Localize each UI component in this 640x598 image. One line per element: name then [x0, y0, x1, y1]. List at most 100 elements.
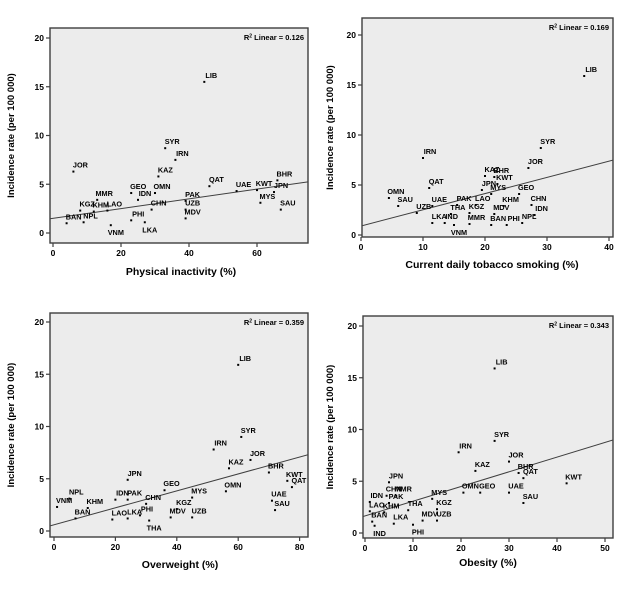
data-point: [203, 80, 206, 83]
point-label: UZB: [437, 510, 452, 519]
x-tick-label: 30: [504, 543, 514, 553]
data-point: [383, 511, 386, 514]
r2-annotation: R2 Linear = 0.126: [244, 33, 304, 42]
data-point: [368, 510, 371, 513]
data-point: [385, 494, 388, 497]
data-point: [259, 201, 262, 204]
data-point: [184, 208, 187, 211]
x-axis-title: Overweight (%): [142, 559, 218, 571]
data-point: [493, 367, 496, 370]
y-tick-label: 0: [39, 228, 44, 238]
point-label: BAN: [75, 507, 91, 516]
data-point: [74, 517, 77, 520]
data-point: [72, 170, 75, 173]
data-point: [106, 209, 109, 212]
y-axis-title: Incidence rate (per 100 000): [325, 65, 336, 190]
point-label: QAT: [429, 177, 444, 186]
data-point: [148, 519, 151, 522]
point-label: LKA: [127, 507, 143, 516]
data-point: [169, 516, 172, 519]
data-point: [428, 187, 431, 189]
r2-annotation: R2 Linear = 0.169: [549, 23, 609, 32]
data-point: [86, 507, 89, 510]
point-label: THA: [147, 524, 163, 533]
data-point: [474, 204, 477, 206]
data-point: [453, 224, 455, 226]
plot-area: [49, 27, 309, 244]
data-point: [191, 516, 194, 519]
data-point: [290, 486, 293, 489]
data-point: [249, 458, 252, 461]
data-point: [208, 185, 211, 188]
data-point: [373, 524, 376, 527]
x-tick-label: 60: [252, 248, 262, 258]
data-point: [387, 197, 390, 199]
data-point: [530, 204, 533, 206]
x-tick-label: 0: [52, 542, 57, 552]
data-point: [286, 479, 289, 482]
point-label: JOR: [73, 161, 89, 170]
point-label: KGZ: [79, 200, 95, 209]
data-point: [126, 478, 129, 481]
x-tick-label: 40: [184, 248, 194, 258]
y-tick-label: 5: [351, 180, 356, 190]
data-point: [422, 157, 424, 159]
point-label: IND: [373, 529, 386, 538]
data-point: [533, 214, 536, 216]
y-tick-label: 10: [347, 130, 357, 140]
data-point: [79, 209, 82, 212]
y-tick-label: 5: [39, 179, 44, 189]
data-point: [395, 494, 398, 497]
data-point: [138, 514, 141, 517]
plot-area: [49, 312, 309, 538]
point-label: THA: [450, 203, 466, 212]
point-label: CHN: [151, 199, 167, 208]
point-label: KWT: [286, 470, 303, 479]
point-label: BAN: [490, 214, 506, 223]
data-point: [163, 489, 166, 492]
data-point: [267, 471, 270, 474]
data-point: [371, 520, 374, 523]
point-label: IDN: [535, 204, 548, 213]
point-label: JPN: [128, 469, 142, 478]
trend-line: [50, 181, 308, 220]
data-point: [126, 498, 129, 501]
point-label: JPN: [482, 179, 496, 188]
data-point: [130, 192, 133, 195]
x-axis-title: Current daily tobacco smoking (%): [405, 259, 578, 271]
data-point: [111, 518, 114, 521]
point-label: LKA: [432, 212, 448, 221]
data-point: [412, 523, 414, 526]
data-point: [456, 204, 459, 206]
data-point: [164, 147, 167, 150]
point-label: LIB: [496, 357, 508, 366]
y-tick-label: 5: [352, 476, 357, 486]
data-point: [130, 219, 133, 222]
x-tick-label: 30: [542, 242, 552, 252]
data-point: [583, 75, 586, 77]
data-point: [484, 175, 486, 177]
data-point: [496, 183, 499, 185]
y-tick-label: 15: [348, 373, 358, 383]
data-point: [388, 481, 390, 484]
data-point: [114, 498, 117, 501]
data-point: [212, 448, 215, 451]
point-label: QAT: [291, 476, 306, 485]
point-label: UZB: [192, 506, 207, 515]
data-point: [457, 451, 460, 454]
x-tick-label: 20: [480, 242, 490, 252]
data-point: [527, 167, 530, 169]
data-point: [449, 213, 452, 215]
point-label: LKA: [393, 513, 409, 522]
data-point: [392, 522, 395, 525]
point-label: JPN: [389, 471, 403, 480]
data-point: [462, 491, 465, 494]
data-point: [65, 222, 68, 225]
point-label: CHN: [531, 194, 547, 203]
data-point: [431, 205, 434, 207]
y-tick-label: 20: [35, 317, 45, 327]
data-point: [256, 189, 258, 192]
point-label: MYS: [259, 192, 275, 201]
y-tick-label: 15: [347, 80, 357, 90]
data-point: [436, 508, 438, 511]
